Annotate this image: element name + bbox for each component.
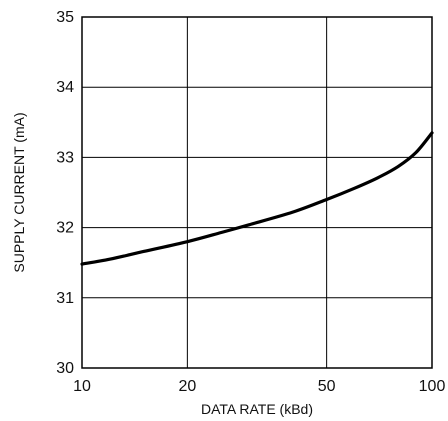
grid-layer [81, 16, 433, 369]
series-layer [80, 131, 434, 266]
x-tick-labels: 10 20 50 100 [73, 378, 445, 395]
plot-frame [81, 16, 433, 369]
x-tick-label: 10 [73, 378, 91, 395]
y-tick-label: 31 [56, 290, 74, 307]
x-tick-label: 50 [318, 378, 336, 395]
y-tick-label: 32 [56, 220, 74, 237]
y-tick-label: 35 [56, 9, 74, 26]
x-axis-title: DATA RATE (kBd) [201, 401, 313, 417]
y-tick-label: 34 [56, 79, 74, 96]
y-tick-labels: 30 31 32 33 34 35 [56, 9, 74, 377]
y-tick-label: 30 [56, 360, 74, 377]
y-axis-title: SUPPLY CURRENT (mA) [11, 112, 27, 272]
series-line-0 [80, 131, 434, 266]
x-tick-label: 100 [419, 378, 446, 395]
y-tick-label: 33 [56, 149, 74, 166]
x-tick-label: 20 [178, 378, 196, 395]
